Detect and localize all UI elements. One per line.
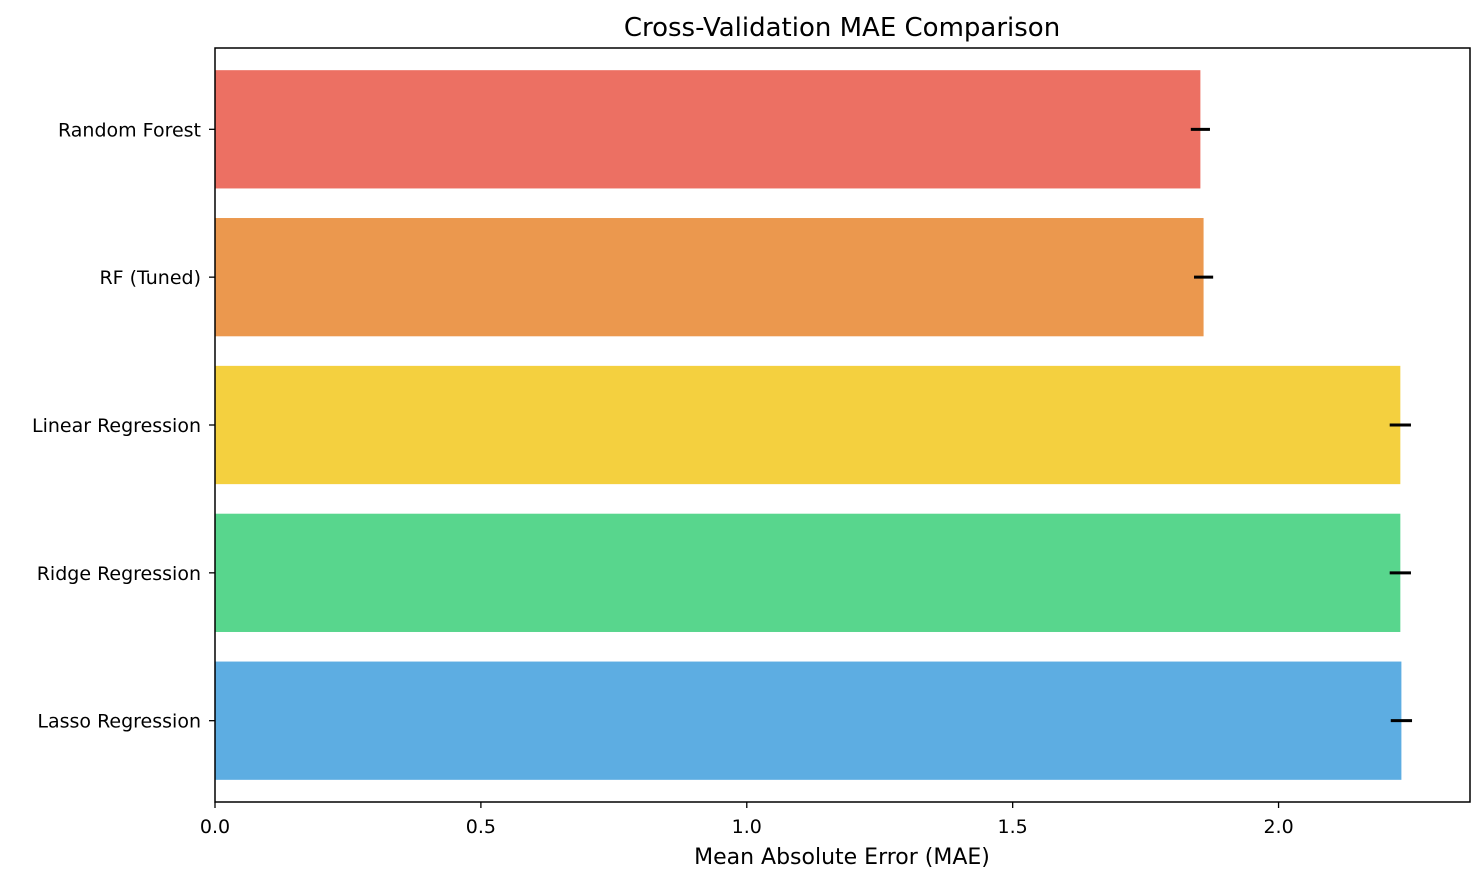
y-tick-label: Ridge Regression [37,563,201,585]
chart-title: Cross-Validation MAE Comparison [624,13,1060,43]
bar-linear-regression [215,365,1401,485]
y-axis-ticks: Random Forest RF (Tuned) Linear Regression… [32,119,215,733]
bar-random-forest [215,70,1201,189]
x-axis-label: Mean Absolute Error (MAE) [694,845,990,870]
y-tick-label: Linear Regression [32,415,201,437]
y-tick-label: RF (Tuned) [99,267,201,289]
y-tick-label: Random Forest [58,119,201,141]
x-tick-label: 0.0 [200,816,230,838]
x-tick-label: 0.5 [466,816,496,838]
x-tick-label: 1.5 [998,816,1028,838]
bar-lasso-regression [215,661,1402,780]
x-axis-ticks: 0.0 0.5 1.0 1.5 2.0 [200,802,1294,838]
error-bars-group [1190,127,1413,723]
x-tick-label: 2.0 [1263,816,1293,838]
bars-group [215,70,1402,780]
bar-rf-tuned [215,218,1204,337]
y-tick-label: Lasso Regression [37,711,201,733]
x-tick-label: 1.0 [732,816,762,838]
bar-ridge-regression [215,513,1401,632]
